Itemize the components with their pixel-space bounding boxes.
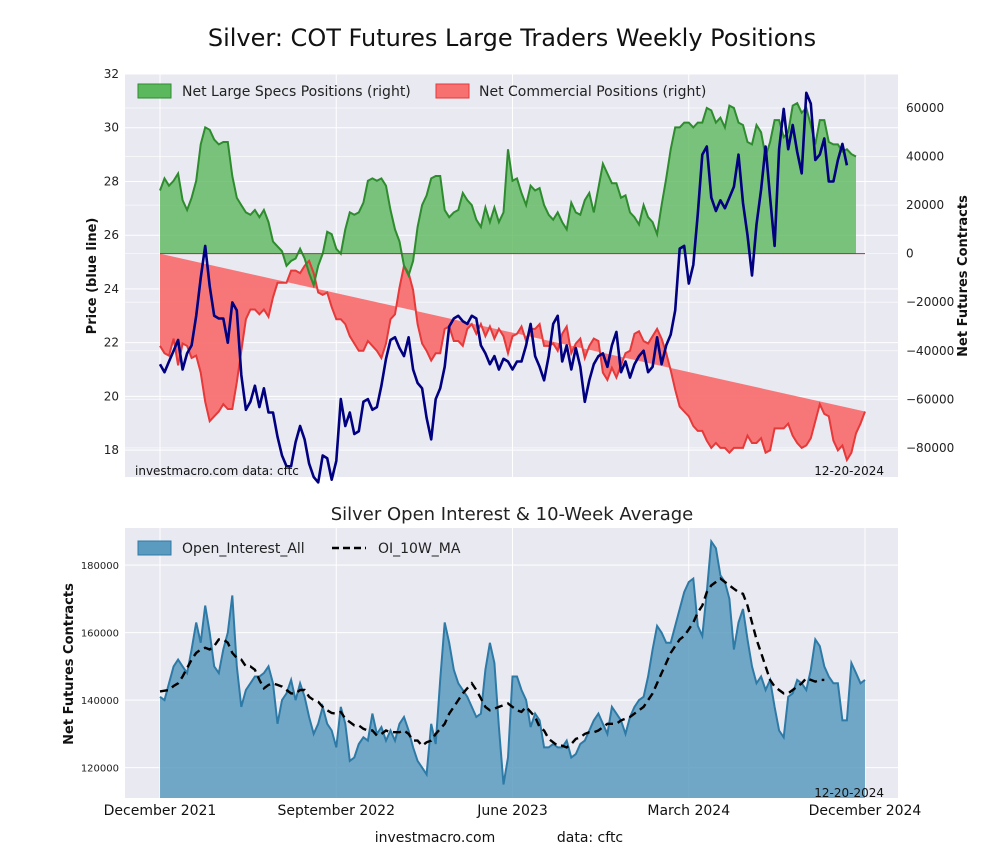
- open-interest-line: [159, 538, 866, 785]
- price-axis-label: Price (blue line): [85, 218, 100, 335]
- top-left-tick-label: 24: [104, 282, 119, 296]
- bottom-tick-label: 120000: [81, 764, 119, 775]
- bottom-tick-label: 140000: [81, 696, 119, 707]
- bottom-x-ticks: December 2021 September 2022 June 2023 Marc…: [104, 803, 922, 819]
- top-right-tick-label: 20000: [906, 198, 944, 212]
- open-interest-axis-label: Net Futures Contracts: [62, 583, 77, 745]
- top-left-tick-label: 32: [104, 67, 119, 81]
- footer-data-source: data: cftc: [557, 830, 623, 846]
- top-left-tick-label: 22: [104, 336, 119, 350]
- price-line: [158, 91, 849, 484]
- x-tick-label: September 2022: [278, 803, 395, 819]
- top-right-tick-label: −60000: [906, 392, 954, 406]
- top-right-tick-label: −80000: [906, 441, 954, 455]
- legend-label-open-interest: Open_Interest_All: [182, 541, 305, 557]
- top-price-line: [158, 91, 849, 484]
- legend-swatch-commercial: [435, 83, 470, 99]
- moving-average-line: [159, 577, 825, 749]
- legend-label-moving-average: OI_10W_MA: [378, 541, 461, 557]
- bottom-tick-label: 160000: [81, 629, 119, 640]
- top-left-tick-label: 18: [104, 443, 119, 457]
- x-tick-label: December 2024: [809, 803, 922, 819]
- top-right-tick-label: −20000: [906, 295, 954, 309]
- commercial-line: [159, 259, 866, 463]
- top-left-tick-label: 20: [104, 389, 119, 403]
- open-interest-fill: [160, 541, 865, 798]
- top-left-ticks: 18 20 22 24 26 28 30 32: [104, 67, 119, 457]
- open-interest-area: [159, 538, 866, 798]
- specs-area: [160, 103, 856, 286]
- bottom-tick-label: 180000: [81, 561, 119, 572]
- top-net-positions-areas: [159, 101, 866, 463]
- open-interest-title: Silver Open Interest & 10-Week Average: [331, 504, 694, 525]
- legend-swatch-specs: [137, 83, 172, 99]
- top-left-tick-label: 30: [104, 121, 119, 135]
- legend-label-commercial: Net Commercial Positions (right): [479, 84, 706, 100]
- source-annotation: investmacro.com data: cftc: [135, 464, 299, 478]
- net-contracts-axis-label-right: Net Futures Contracts: [956, 195, 971, 357]
- top-left-tick-label: 28: [104, 174, 119, 188]
- top-right-tick-label: 40000: [906, 150, 944, 164]
- top-left-tick-label: 26: [104, 228, 119, 242]
- bottom-left-ticks: 120000 140000 160000 180000: [81, 561, 119, 775]
- x-tick-label: March 2024: [647, 803, 730, 819]
- footer-site: investmacro.com: [375, 830, 495, 846]
- date-annotation-top: 12-20-2024: [814, 464, 884, 478]
- bottom-legend: Open_Interest_All OI_10W_MA: [137, 540, 461, 557]
- legend-swatch-open-interest: [137, 540, 172, 556]
- specs-line: [159, 101, 857, 289]
- commercial-area: [160, 253, 865, 460]
- top-right-tick-label: 0: [906, 247, 914, 261]
- top-right-ticks: −80000 −60000 −40000 −20000 0 20000 40000 60000: [906, 101, 954, 455]
- x-tick-label: June 2023: [476, 803, 548, 819]
- top-right-tick-label: −40000: [906, 344, 954, 358]
- oi-moving-average-line: [159, 577, 825, 749]
- legend-label-specs: Net Large Specs Positions (right): [182, 84, 411, 100]
- top-legend: Net Large Specs Positions (right) Net Co…: [137, 83, 706, 100]
- chart-title: Silver: COT Futures Large Traders Weekly…: [208, 24, 816, 52]
- top-right-tick-label: 60000: [906, 101, 944, 115]
- x-tick-label: December 2021: [104, 803, 217, 819]
- date-annotation-bottom: 12-20-2024: [814, 786, 884, 800]
